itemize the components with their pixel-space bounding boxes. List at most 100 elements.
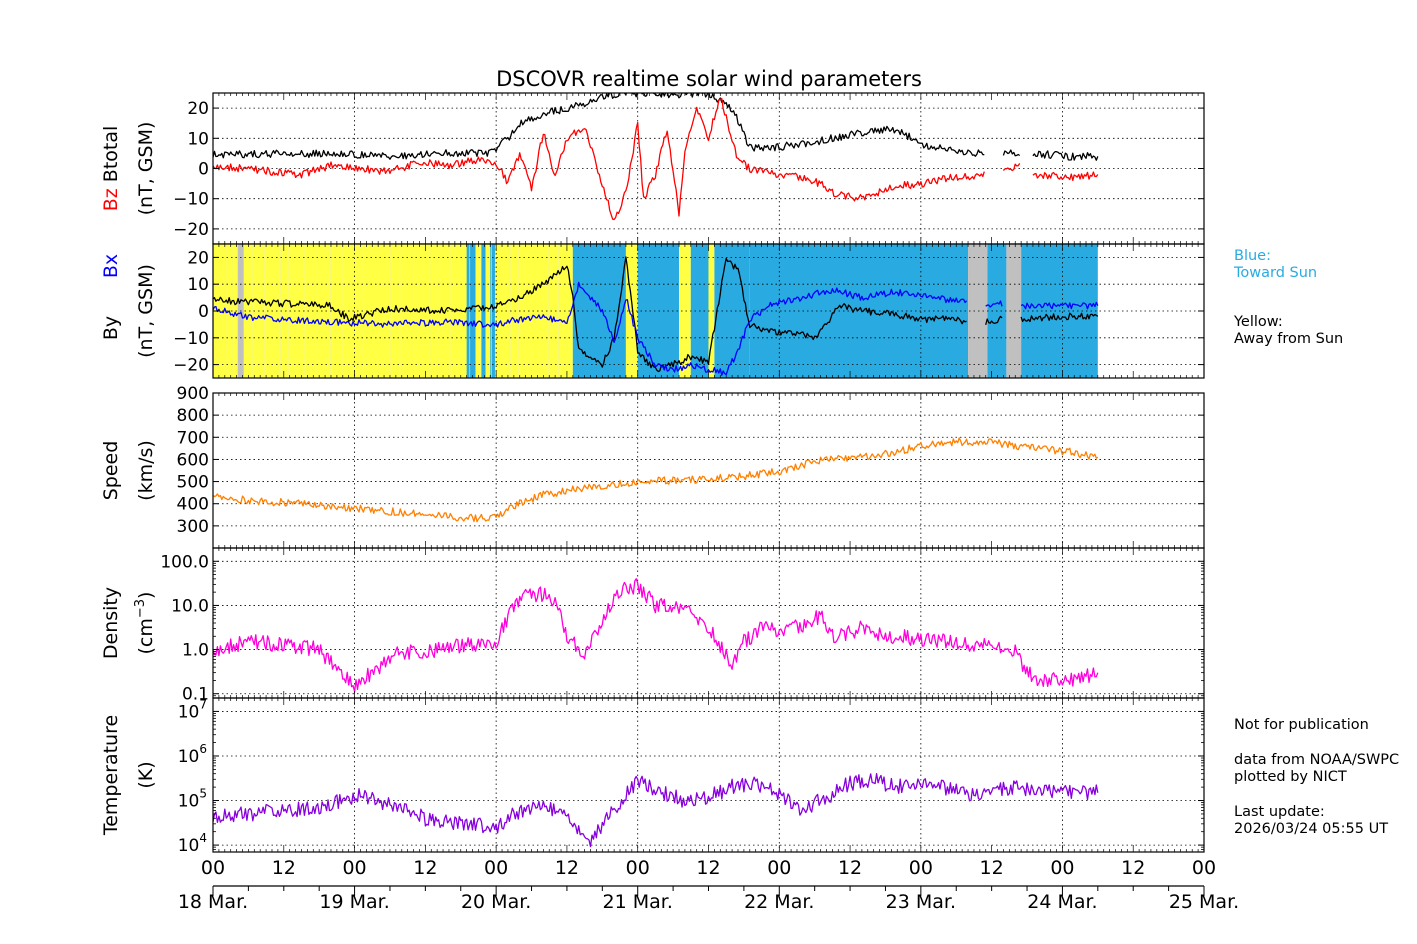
ylabel-primary: Speed bbox=[100, 441, 122, 501]
xtick-label: 12 bbox=[413, 857, 437, 879]
day-label: 23 Mar. bbox=[886, 891, 956, 913]
ytick-label: 106 bbox=[178, 742, 207, 767]
ytick-label: 700 bbox=[177, 428, 209, 448]
ylabel-bx: Bx bbox=[100, 254, 122, 278]
panels: −20 −10 0 10 20 Bz Btotal (nT, GSM) −20 −10 0 10 20… bbox=[100, 92, 1205, 856]
legend-yellow-label: Yellow: bbox=[1233, 314, 1283, 330]
sector-streak bbox=[548, 244, 550, 378]
day-label: 18 Mar. bbox=[178, 891, 248, 913]
ytick-label: −10 bbox=[173, 190, 209, 210]
xtick-label: 00 bbox=[484, 857, 508, 879]
day-label: 21 Mar. bbox=[603, 891, 673, 913]
panel-frame bbox=[212, 697, 1205, 853]
series-density bbox=[213, 578, 1099, 693]
note-not-for-publication: Not for publication bbox=[1234, 717, 1369, 733]
series-group bbox=[213, 578, 1099, 693]
ylabel-secondary: (nT, GSM) bbox=[135, 122, 157, 216]
series-group bbox=[213, 256, 1099, 376]
ytick-label: 900 bbox=[177, 384, 209, 404]
day-label: 25 Mar. bbox=[1169, 891, 1239, 913]
sector-streak bbox=[558, 244, 560, 378]
ytick-label: 107 bbox=[178, 697, 207, 722]
ytick-label: 500 bbox=[177, 473, 209, 493]
sector-streak bbox=[479, 244, 481, 378]
xtick-label: 00 bbox=[626, 857, 650, 879]
x-axis: 00 12 00 12 00 12 00 12 00 12 00 12 00 12 00 18 Mar. 19 … bbox=[178, 857, 1239, 913]
xtick-label: 12 bbox=[555, 857, 579, 879]
ylabel-primary: Bz Btotal bbox=[100, 126, 122, 212]
note-data-source: data from NOAA/SWPC bbox=[1234, 752, 1399, 768]
xtick-label: 00 bbox=[201, 857, 225, 879]
legend-blue-desc: Toward Sun bbox=[1233, 265, 1317, 281]
ytick-label: 1.0 bbox=[182, 641, 209, 661]
day-label: 22 Mar. bbox=[744, 891, 814, 913]
ytick-label: 105 bbox=[178, 787, 207, 812]
sector-streak bbox=[400, 244, 402, 378]
xtick-label: 00 bbox=[342, 857, 366, 879]
ytick-label: −20 bbox=[173, 220, 209, 240]
ylabel-primary: Density bbox=[100, 587, 122, 659]
ytick-label: 0 bbox=[198, 160, 209, 180]
series-bz bbox=[213, 97, 1099, 221]
ytick-label: 10.0 bbox=[171, 596, 209, 616]
sector-streak bbox=[450, 244, 452, 378]
sector-away-8 bbox=[679, 244, 691, 378]
ylabel-primary: Temperature bbox=[100, 715, 122, 836]
sector-streak bbox=[535, 244, 536, 378]
ytick-label: 800 bbox=[177, 406, 209, 426]
ylabel-primary: By bbox=[100, 316, 122, 340]
xtick-label: 00 bbox=[909, 857, 933, 879]
sector-streak bbox=[280, 244, 281, 378]
ytick-label: 20 bbox=[187, 248, 209, 268]
note-plotted-by: plotted by NICT bbox=[1234, 769, 1347, 785]
ylabel-secondary: (nT, GSM) bbox=[135, 264, 157, 358]
series-group bbox=[213, 437, 1099, 523]
xtick-label: 00 bbox=[1050, 857, 1074, 879]
day-label: 19 Mar. bbox=[319, 891, 389, 913]
note-last-update-label: Last update: bbox=[1234, 804, 1325, 820]
sector-streak bbox=[263, 244, 265, 378]
xtick-label: 00 bbox=[1192, 857, 1216, 879]
xtick-label: 00 bbox=[767, 857, 791, 879]
ytick-label: −20 bbox=[173, 356, 209, 376]
note-last-update-value: 2026/03/24 05:55 UT bbox=[1234, 821, 1388, 837]
sector-streak bbox=[491, 244, 492, 378]
series-group bbox=[213, 772, 1099, 848]
series-btotal bbox=[213, 93, 1099, 161]
xtick-label: 12 bbox=[980, 857, 1004, 879]
sector-streak bbox=[362, 244, 364, 378]
panel-b: −20 −10 0 10 20 Bz Btotal (nT, GSM) bbox=[100, 92, 1205, 245]
panel-by: −20 −10 0 10 20 By Bx (nT, GSM) bbox=[100, 243, 1205, 379]
ytick-label: 600 bbox=[177, 450, 209, 470]
ylabel-secondary: (km/s) bbox=[135, 440, 157, 501]
panel-frame bbox=[212, 392, 1205, 549]
sector-away-10 bbox=[708, 244, 715, 378]
series-by bbox=[213, 256, 1099, 373]
sector-toward-11 bbox=[714, 244, 750, 378]
sector-streak bbox=[232, 244, 234, 378]
series-speed bbox=[213, 437, 1099, 523]
panel-density: 0.1 1.0 10.0 100.0 Density (cm−3) bbox=[100, 547, 1205, 705]
xtick-label: 12 bbox=[838, 857, 862, 879]
series-group bbox=[213, 93, 1099, 221]
sector-nodata-13 bbox=[968, 244, 988, 378]
ytick-label: 100.0 bbox=[160, 552, 209, 572]
xtick-label: 12 bbox=[1121, 857, 1145, 879]
series-bx bbox=[213, 281, 1099, 376]
day-label: 24 Mar. bbox=[1027, 891, 1097, 913]
panel-temperature: 104 105 106 107 Temperature (K) bbox=[100, 697, 1205, 856]
series-temperature bbox=[213, 772, 1099, 848]
sector-streak bbox=[412, 244, 414, 378]
xtick-label: 12 bbox=[696, 857, 720, 879]
sector-nodata-15 bbox=[1006, 244, 1022, 378]
legend-blue-label: Blue: bbox=[1234, 248, 1271, 264]
ytick-label: −10 bbox=[173, 329, 209, 349]
sector-streak bbox=[518, 244, 520, 378]
sector-toward-12 bbox=[749, 244, 969, 378]
ytick-label: 0.1 bbox=[182, 685, 209, 705]
sector-streak bbox=[288, 244, 290, 378]
ytick-label: 104 bbox=[178, 831, 207, 856]
sector-toward-5 bbox=[572, 244, 626, 378]
day-label: 20 Mar. bbox=[461, 891, 531, 913]
